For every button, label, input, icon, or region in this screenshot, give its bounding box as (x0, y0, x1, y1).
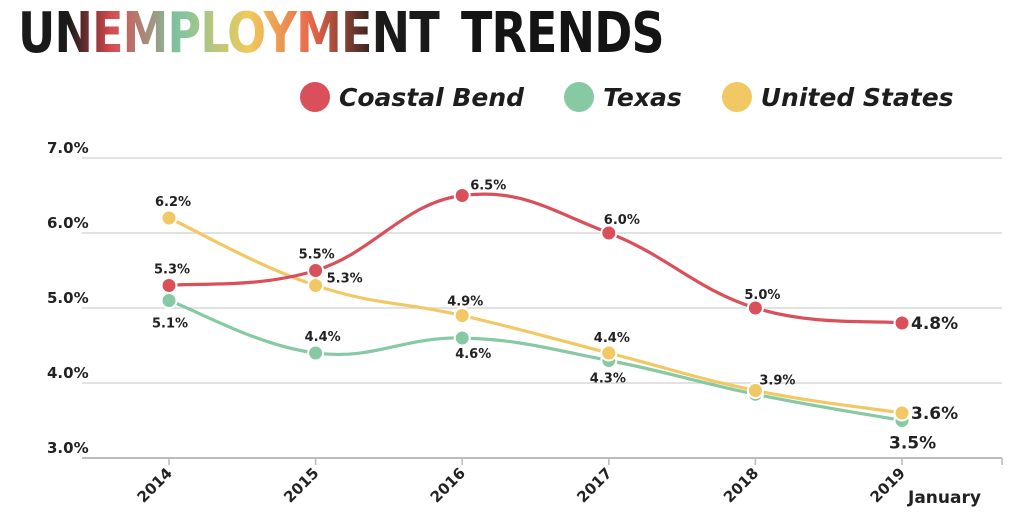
y-tick-label: 7.0% (47, 139, 89, 157)
data-point (160, 277, 178, 294)
data-label: 3.9% (759, 374, 795, 389)
data-label: 5.1% (152, 317, 188, 332)
data-label: 3.5% (889, 434, 936, 454)
data-point (307, 277, 325, 294)
series-line (167, 298, 904, 423)
data-point (453, 187, 471, 204)
legend-dot-icon (564, 82, 595, 112)
data-label: 6.2% (155, 195, 191, 210)
legend-label: United States (760, 82, 954, 112)
data-label: 5.3% (327, 272, 363, 287)
data-point (893, 404, 911, 422)
data-point (600, 224, 618, 242)
data-label: 6.5% (470, 179, 506, 194)
data-label: 4.8% (911, 314, 958, 334)
y-tick-label: 3.0% (47, 439, 89, 457)
x-tick-label: 2015 (280, 464, 322, 506)
data-point (600, 344, 618, 362)
series-line (167, 192, 904, 325)
legend-item-united-states[interactable]: United States (721, 82, 954, 112)
data-label: 6.0% (604, 213, 640, 228)
series-line (167, 216, 904, 415)
x-tick-label: 2018 (720, 464, 762, 506)
legend: Coastal Bend Texas United States (300, 82, 954, 112)
title-word-trends: TRENDS (461, 1, 665, 66)
data-label: 4.9% (447, 295, 483, 310)
legend-item-coastal-bend[interactable]: Coastal Bend (300, 82, 524, 112)
data-point (453, 329, 471, 347)
data-point (160, 292, 178, 309)
x-tick-label: 2019 (867, 464, 909, 506)
legend-dot-icon (300, 82, 330, 112)
y-tick-label: 4.0% (47, 364, 89, 382)
data-point (893, 314, 911, 332)
data-label: 4.4% (305, 330, 341, 345)
data-label: 4.4% (594, 331, 630, 346)
y-tick-label: 5.0% (47, 289, 89, 307)
chart-title: UNEMPLOYMENT TRENDS (18, 6, 665, 62)
x-tick-label: 2016 (427, 464, 469, 506)
data-label: 3.6% (911, 404, 958, 424)
data-point (746, 299, 764, 317)
data-point (746, 382, 764, 399)
data-point (307, 262, 325, 279)
data-label: 5.0% (744, 288, 780, 303)
title-word-unemployment: UNEMPLOYMENT (18, 1, 441, 66)
y-tick-label: 6.0% (47, 214, 89, 232)
data-label: 4.3% (590, 372, 626, 387)
legend-item-texas[interactable]: Texas (564, 82, 682, 112)
data-label: 5.3% (154, 263, 190, 278)
data-point (453, 307, 471, 324)
x-tick-label: 2017 (573, 464, 615, 506)
data-label: 5.5% (299, 248, 335, 263)
legend-dot-icon (721, 82, 752, 112)
x-tick-label: 2014 (134, 464, 176, 506)
x-note-label: January (907, 488, 981, 508)
data-label: 4.6% (455, 347, 491, 362)
data-point (307, 344, 325, 362)
legend-label: Coastal Bend (339, 82, 525, 112)
data-point (160, 209, 178, 227)
legend-label: Texas (603, 82, 682, 112)
